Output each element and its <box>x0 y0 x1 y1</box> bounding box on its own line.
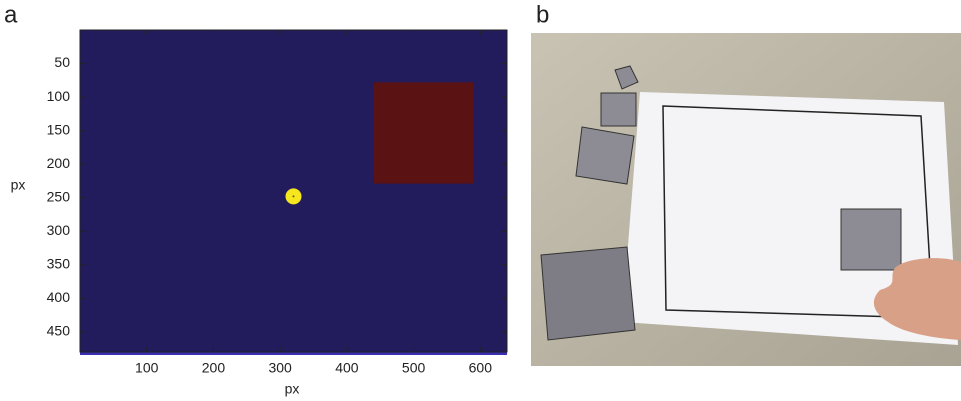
figure: a b px px 100 200 300 400 500 600 50 100 150 200 2… <box>0 0 961 401</box>
x-tick-label: 400 <box>335 360 359 376</box>
y-tick-label: 100 <box>47 88 71 104</box>
panel-label: a <box>4 1 18 28</box>
x-tick-label: 500 <box>402 360 426 376</box>
y-tick-label: 200 <box>47 155 71 171</box>
y-axis-label: px <box>11 177 26 193</box>
x-tick-label: 100 <box>135 360 159 376</box>
x-tick-label: 300 <box>268 360 292 376</box>
y-tick-label: 450 <box>47 323 71 339</box>
y-tick-label: 150 <box>47 121 71 137</box>
photo <box>531 33 961 366</box>
y-tick-label: 250 <box>47 188 71 204</box>
point-center <box>293 195 295 197</box>
y-tick-label: 50 <box>54 54 70 70</box>
y-tick-label: 400 <box>47 289 71 305</box>
y-tick-label: 350 <box>47 255 71 271</box>
x-tick-label: 600 <box>469 360 493 376</box>
y-tick-label: 300 <box>47 222 71 238</box>
x-tick-label: 200 <box>202 360 226 376</box>
panel-label: b <box>536 1 549 28</box>
region <box>374 82 474 183</box>
x-axis-label: px <box>285 381 300 397</box>
